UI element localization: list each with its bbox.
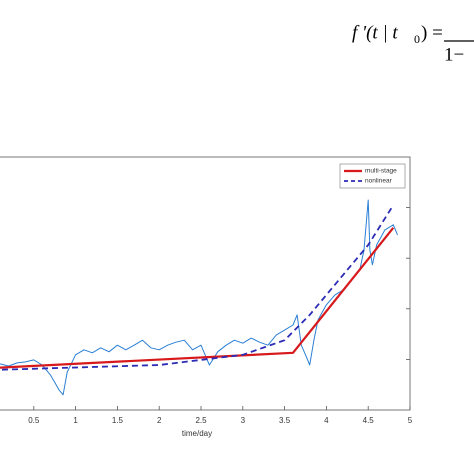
legend-label: multi-stage [365, 168, 397, 175]
series-line [0, 204, 395, 371]
formula-rhs: ) = [421, 22, 443, 43]
legend-box [339, 163, 406, 189]
x-axis-label: time/day [182, 429, 212, 438]
x-tick-label: 4.5 [363, 416, 375, 425]
x-tick-label: 3 [241, 416, 246, 425]
x-tick-label: 0.5 [28, 416, 40, 425]
series-line [0, 227, 395, 369]
x-tick-label: 3.5 [279, 416, 291, 425]
x-tick-label: 1.5 [112, 416, 124, 425]
x-tick-label: 5 [408, 416, 413, 425]
legend-label: nonlinear [365, 178, 393, 185]
x-tick-label: 2 [157, 416, 162, 425]
x-tick-label: 4 [324, 416, 329, 425]
x-tick-label: 1 [73, 416, 78, 425]
formula-denominator: 1− [444, 44, 464, 65]
formula-lhs: f '(t | t [352, 22, 398, 43]
x-tick-label: 2.5 [195, 416, 207, 425]
formula-sub: 0 [414, 32, 420, 46]
